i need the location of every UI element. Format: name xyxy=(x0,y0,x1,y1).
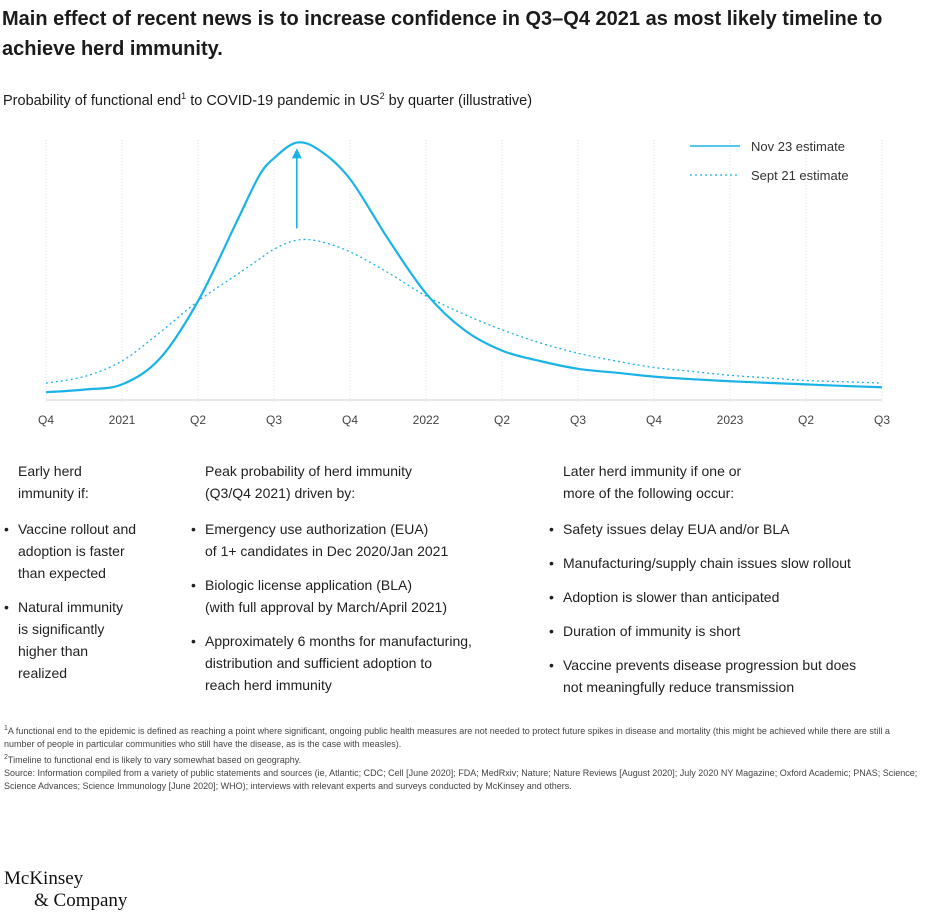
x-tick-label: 2023 xyxy=(717,413,744,427)
footnote-2: 2Timeline to functional end is likely to… xyxy=(4,754,302,765)
bullet-icon: • xyxy=(191,633,196,649)
footnotes: 1A functional end to the epidemic is def… xyxy=(4,722,919,793)
list-item-text: Approximately 6 months for manufacturing… xyxy=(205,633,472,693)
list-item: • Vaccine prevents disease progression bu… xyxy=(549,654,923,698)
x-tick-label: Q3 xyxy=(874,413,890,427)
peak-probability-heading: Peak probability of herd immunity (Q3/Q4… xyxy=(205,463,412,501)
source-note: Source: Information compiled from a vari… xyxy=(4,768,918,791)
early-immunity-column: Early herd immunity if: • Vaccine rollout… xyxy=(4,460,178,696)
list-item-text: Adoption is slower than anticipated xyxy=(563,589,780,605)
later-immunity-list: • Safety issues delay EUA and/or BLA • Manu… xyxy=(549,518,923,698)
bullet-icon: • xyxy=(4,599,9,615)
list-item: • Biologic license application (BLA) (wit… xyxy=(191,574,545,618)
list-item-text: Safety issues delay EUA and/or BLA xyxy=(563,521,790,537)
list-item: • Emergency use authorization (EUA) of 1+… xyxy=(191,518,545,562)
annotation-arrow-head xyxy=(291,148,302,159)
x-tick-label: Q2 xyxy=(190,413,206,427)
peak-probability-column: Peak probability of herd immunity (Q3/Q4… xyxy=(191,460,545,708)
list-item: • Vaccine rollout and adoption is faster … xyxy=(4,518,178,584)
list-item-text: Emergency use authorization (EUA) of 1+ … xyxy=(205,521,449,559)
list-item-text: Vaccine rollout and adoption is faster t… xyxy=(18,521,137,581)
x-tick-label: Q2 xyxy=(798,413,814,427)
list-item-text: Natural immunity is significantly higher… xyxy=(18,599,124,681)
x-tick-label: Q4 xyxy=(38,413,54,427)
chart-subtitle: Probability of functional end1 to COVID-… xyxy=(3,91,533,109)
bullet-icon: • xyxy=(549,521,554,537)
bullet-icon: • xyxy=(191,521,196,537)
bullet-icon: • xyxy=(549,657,554,673)
list-item-text: Duration of immunity is short xyxy=(563,623,741,639)
list-item: • Natural immunity is significantly highe… xyxy=(4,596,178,684)
list-item: • Duration of immunity is short xyxy=(549,620,923,642)
early-immunity-heading: Early herd immunity if: xyxy=(18,463,89,501)
x-tick-label: Q3 xyxy=(266,413,282,427)
list-item: • Safety issues delay EUA and/or BLA xyxy=(549,518,923,540)
bullet-icon: • xyxy=(549,555,554,571)
x-tick-label: Q2 xyxy=(494,413,510,427)
x-tick-label: 2022 xyxy=(413,413,440,427)
list-item-text: Manufacturing/supply chain issues slow r… xyxy=(563,555,851,571)
later-immunity-column: Later herd immunity if one or more of th… xyxy=(549,460,923,710)
x-tick-label: Q3 xyxy=(570,413,586,427)
peak-probability-list: • Emergency use authorization (EUA) of 1+… xyxy=(191,518,545,696)
list-item: • Manufacturing/supply chain issues slow … xyxy=(549,552,923,574)
x-tick-label: Q4 xyxy=(342,413,358,427)
list-item: • Approximately 6 months for manufacturin… xyxy=(191,630,545,696)
list-item-text: Vaccine prevents disease progression but… xyxy=(563,657,857,695)
bullet-icon: • xyxy=(549,623,554,639)
probability-chart: Q4 2021 Q2 Q3 Q4 2022 Q2 Q3 Q4 2023 Q2 Q3 Nov 23 est… xyxy=(38,139,890,427)
x-tick-label: Q4 xyxy=(646,413,662,427)
x-tick-label: 2021 xyxy=(109,413,136,427)
list-item: • Adoption is slower than anticipated xyxy=(549,586,923,608)
early-immunity-list: • Vaccine rollout and adoption is faster … xyxy=(4,518,178,684)
footnote-1: 1A functional end to the epidemic is def… xyxy=(4,725,890,749)
bullet-icon: • xyxy=(549,589,554,605)
mckinsey-logo: McKinsey & Company xyxy=(4,868,128,911)
list-item-text: Biologic license application (BLA) (with… xyxy=(205,577,447,615)
series-line-1 xyxy=(45,238,883,384)
bullet-icon: • xyxy=(191,577,196,593)
bullet-icon: • xyxy=(4,521,9,537)
later-immunity-heading: Later herd immunity if one or more of th… xyxy=(563,463,742,501)
legend-label: Nov 23 estimate xyxy=(751,139,845,154)
headline: Main effect of recent news is to increas… xyxy=(2,8,883,60)
legend-label: Sept 21 estimate xyxy=(751,168,849,183)
